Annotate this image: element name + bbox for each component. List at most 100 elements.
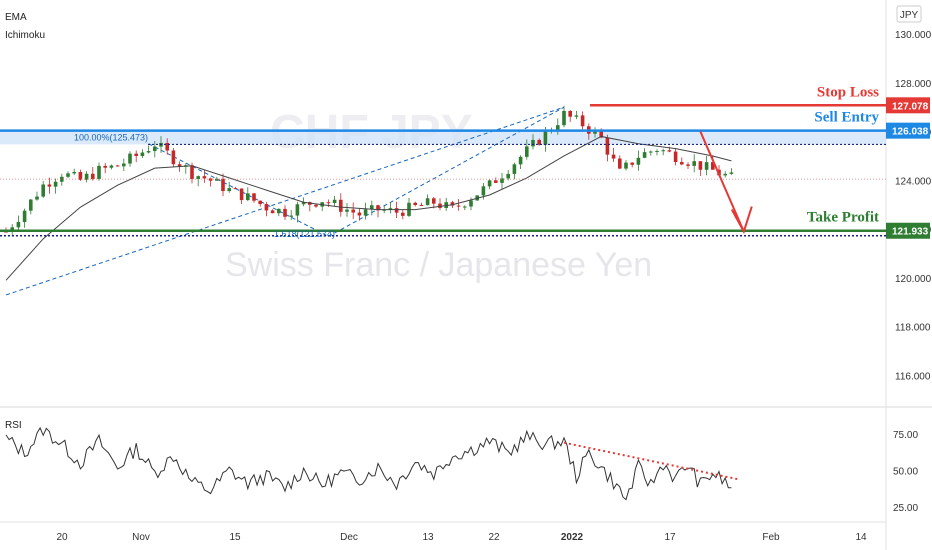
candle-body — [382, 209, 386, 211]
candle-body — [283, 208, 287, 217]
candle-body — [165, 142, 169, 151]
candle-body — [512, 164, 517, 174]
indicator-ichimoku-label[interactable]: Ichimoku — [5, 30, 45, 41]
candle-body — [295, 204, 300, 216]
candle-body — [171, 150, 176, 165]
price-tick-label: 124.000 — [895, 176, 932, 187]
price-axis[interactable]: 116.000118.000120.000122.000124.000126.0… — [895, 30, 932, 382]
candle-body — [91, 173, 95, 179]
candle-body — [215, 178, 219, 181]
candle-body — [642, 152, 647, 158]
candle-body — [686, 164, 690, 166]
time-tick-label: 14 — [855, 532, 867, 543]
candle-body — [246, 193, 250, 201]
candle-body — [47, 184, 52, 187]
price-pane[interactable] — [0, 0, 886, 405]
candle-body — [605, 137, 610, 155]
candle-body — [667, 150, 672, 152]
sell-entry-label: Sell Entry — [814, 110, 879, 126]
fib-upper-label: 100.00%(125.473) — [74, 132, 148, 142]
time-tick-label: 15 — [229, 532, 241, 543]
candle-body — [438, 203, 442, 208]
candle-body — [692, 161, 696, 166]
candle-body — [456, 205, 461, 207]
candle-body — [624, 162, 628, 169]
rsi-tick-label: 75.00 — [893, 430, 918, 441]
rsi-pane[interactable] — [0, 409, 886, 522]
candle-body — [370, 205, 374, 210]
candle-body — [314, 204, 318, 207]
candle-body — [289, 215, 293, 217]
candle-body — [301, 202, 306, 205]
candle-body — [580, 115, 585, 127]
candle-body — [704, 162, 709, 170]
candle-body — [531, 139, 535, 147]
price-tick-label: 116.000 — [895, 371, 931, 382]
price-tag-sell-entry: 126.038 — [886, 122, 930, 139]
price-tag-take-profit: 121.933 — [886, 222, 930, 239]
rsi-tick-label: 50.00 — [893, 466, 918, 477]
candle-body — [401, 212, 405, 216]
price-tick-label: 120.000 — [895, 274, 932, 285]
currency-badge[interactable] — [896, 5, 922, 23]
time-tick-label: Feb — [762, 532, 780, 543]
candle-body — [729, 172, 734, 174]
candle-body — [78, 171, 83, 180]
fib-lower-label: 1.618(121.674) — [274, 229, 335, 239]
candle-body — [277, 208, 281, 214]
candle-body — [506, 173, 510, 179]
candle-body — [487, 180, 492, 187]
candle-body — [450, 202, 455, 206]
price-tag-text: 127.078 — [892, 101, 929, 112]
candle-body — [469, 200, 473, 207]
indicator-ema-label[interactable]: EMA — [5, 12, 27, 23]
candle-body — [481, 186, 486, 196]
projection-arrow[interactable] — [699, 131, 753, 235]
time-tick-label: 22 — [488, 532, 500, 543]
candle-body — [537, 139, 541, 145]
candle-body — [264, 204, 269, 211]
candle-body — [723, 173, 727, 176]
price-tag-stop-loss: 127.078 — [886, 97, 930, 114]
candle-body — [376, 205, 380, 211]
time-tick-label: 20 — [56, 532, 68, 543]
price-tag-bg — [886, 122, 930, 139]
candle-body — [332, 199, 337, 204]
candle-body — [134, 153, 138, 157]
take-profit-label: Take Profit — [807, 210, 879, 226]
rsi-label: RSI — [5, 420, 22, 431]
candle-body — [22, 210, 27, 223]
candle-body — [636, 157, 641, 165]
candle-body — [556, 125, 560, 131]
candle-body — [339, 199, 343, 212]
time-tick-label: Dec — [340, 532, 358, 543]
candle-body — [196, 176, 200, 180]
candle-body — [115, 165, 120, 167]
candle-body — [562, 110, 566, 126]
candle-body — [599, 131, 603, 138]
price-tag-bg — [886, 222, 930, 239]
rsi-axis: 25.00 50.00 75.00 — [893, 430, 918, 514]
price-tick-label: 130.000 — [895, 30, 932, 41]
price-tag-text: 126.038 — [892, 127, 929, 138]
candle-body — [258, 200, 262, 205]
candle-body — [227, 188, 231, 192]
candle-body — [233, 188, 238, 190]
candle-body — [363, 209, 368, 216]
candle-body — [41, 184, 45, 197]
candle-body — [649, 151, 653, 153]
candle-body — [29, 199, 33, 211]
candle-body — [66, 173, 70, 177]
fibonacci-extension[interactable] — [5, 106, 565, 296]
candle-body — [53, 181, 58, 187]
candle-body — [146, 151, 151, 153]
candle-body — [611, 154, 616, 159]
ema-line — [5, 135, 732, 281]
time-axis[interactable]: 20 Nov 15 Dec 13 22 2022 17 Feb 14 — [56, 532, 867, 543]
candle-body — [432, 198, 436, 204]
time-tick-label: 17 — [664, 532, 676, 543]
candle-body — [140, 152, 145, 157]
fib-trend-line — [5, 106, 565, 296]
price-tag-bg — [886, 97, 930, 114]
